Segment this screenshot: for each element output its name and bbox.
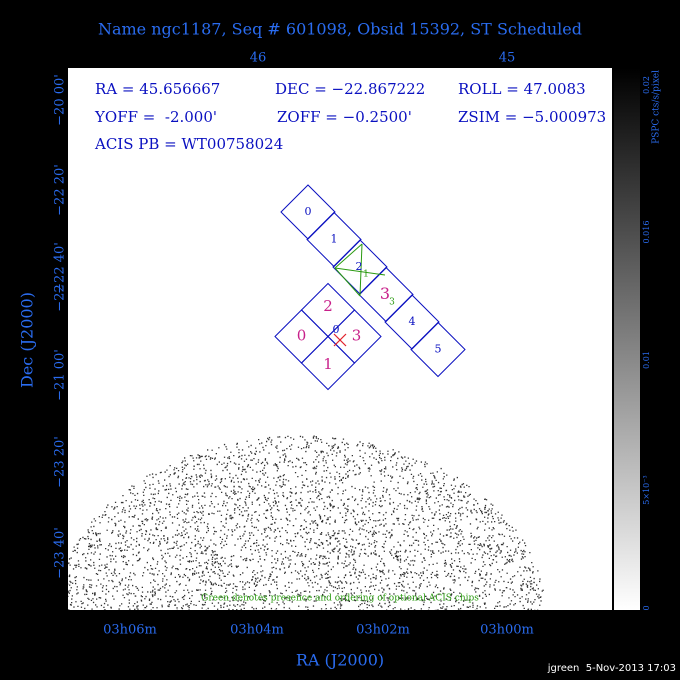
colorbar bbox=[614, 68, 640, 610]
top-tick: 46 bbox=[250, 51, 267, 66]
colorbar-label: 0 bbox=[642, 605, 651, 610]
x-tick: 03h06m bbox=[103, 623, 157, 638]
acis-s-chip-label: 5 bbox=[435, 343, 442, 356]
y-label: Dec (J2000) bbox=[18, 292, 37, 388]
y-tick: −20 00' bbox=[53, 74, 68, 126]
acis-s-chip bbox=[332, 239, 388, 295]
x-label: RA (J2000) bbox=[296, 651, 384, 670]
acis-s-chip-label: 3 bbox=[380, 284, 390, 303]
acis-i-chip-label: 2 bbox=[323, 297, 333, 315]
acis-s-chip-label: 2 bbox=[356, 260, 363, 273]
info: ROLL = 47.0083 bbox=[458, 80, 586, 98]
x-tick: 03h00m bbox=[480, 623, 534, 638]
acis-s-chip bbox=[306, 211, 362, 268]
title: Name ngc1187, Seq # 601098, Obsid 15392,… bbox=[98, 20, 582, 39]
x-tick: 03h02m bbox=[356, 623, 410, 638]
y-tick: −22 20' bbox=[53, 164, 68, 216]
colorbar-label: 0.02 bbox=[642, 76, 651, 94]
optional-chip-outline bbox=[334, 243, 386, 297]
acis-s-chip-label: 4 bbox=[409, 315, 416, 328]
x-tick: 03h04m bbox=[230, 623, 284, 638]
acis-i-chip-label: 1 bbox=[323, 355, 333, 373]
optional-chip-label: 1 bbox=[363, 270, 369, 280]
acis-i-chip-label: 3 bbox=[352, 327, 362, 345]
note: Green denotes presence and ordering of o… bbox=[201, 594, 479, 604]
colorbar-label: 0.01 bbox=[642, 351, 651, 369]
colorbar-title: PSPC cts/s/pixel bbox=[652, 70, 662, 144]
acis-s-chip bbox=[280, 184, 336, 240]
info: ZOFF = −0.2500' bbox=[277, 108, 412, 126]
acis-i-chip-label: 0 bbox=[297, 327, 307, 345]
info: YOFF = -2.000' bbox=[94, 108, 217, 126]
info: ACIS PB = WT00758024 bbox=[94, 135, 283, 153]
optional-chip-label: 3 bbox=[389, 298, 395, 308]
acis-i-chip bbox=[300, 335, 356, 391]
pointing-marker bbox=[333, 333, 347, 347]
acis-s-chip bbox=[410, 321, 466, 378]
acis-s-chip-label: 0 bbox=[305, 205, 312, 218]
colorbar-label: 5×10⁻³ bbox=[642, 475, 651, 504]
acis-s-chip bbox=[384, 294, 440, 350]
acis-s-chip-label: 1 bbox=[331, 233, 338, 246]
xray-noise bbox=[68, 435, 544, 610]
y-tick: −22 40' bbox=[53, 242, 68, 294]
xray-image bbox=[68, 435, 544, 610]
colorbar-label: 0.016 bbox=[642, 221, 651, 244]
y-tick: −23 40' bbox=[53, 527, 68, 579]
info: DEC = −22.867222 bbox=[275, 80, 425, 98]
footer: jgreen 5-Nov-2013 17:03 bbox=[547, 663, 676, 674]
y-tick: −22 bbox=[53, 284, 68, 311]
info: RA = 45.656667 bbox=[95, 80, 220, 98]
info: ZSIM = −5.000973 bbox=[458, 108, 606, 126]
plot-area bbox=[68, 68, 612, 610]
y-tick: −23 20' bbox=[53, 436, 68, 488]
aimpoint-label: 0 bbox=[333, 323, 340, 336]
y-tick: −21 00' bbox=[53, 349, 68, 401]
top-tick: 45 bbox=[499, 51, 516, 66]
acis-s-chip bbox=[358, 266, 414, 323]
